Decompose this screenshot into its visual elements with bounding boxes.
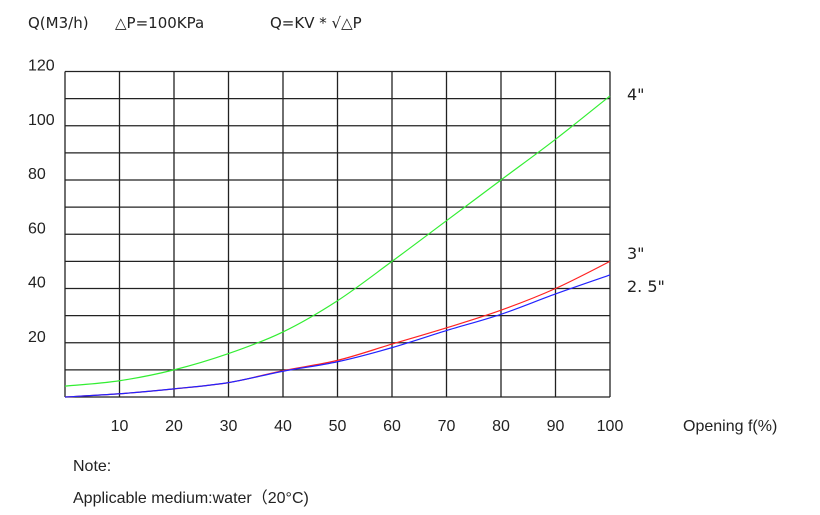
- y-tick-label: 80: [28, 166, 46, 183]
- x-tick-label: 70: [438, 418, 456, 435]
- series-label: 2. 5": [627, 277, 665, 296]
- x-tick-label: 40: [274, 418, 292, 435]
- y-tick-label: 20: [28, 329, 46, 346]
- formula-label: Q=KV * √△P: [270, 14, 362, 32]
- y-tick-label: 40: [28, 275, 46, 292]
- x-tick-label: 60: [383, 418, 401, 435]
- unit-label: Q(M3/h): [28, 14, 89, 32]
- x-tick-label: 100: [597, 418, 624, 435]
- note-title: Note:: [73, 458, 112, 475]
- pressure-label: △P=100KPa: [115, 14, 205, 32]
- x-tick-label: 20: [165, 418, 183, 435]
- series-label: 4": [627, 85, 645, 104]
- series-label: 3": [627, 244, 645, 263]
- y-tick-label: 60: [28, 220, 46, 237]
- x-tick-label: 50: [329, 418, 347, 435]
- x-tick-label: 30: [220, 418, 238, 435]
- y-tick-label: 100: [28, 112, 55, 129]
- x-tick-label: 10: [111, 418, 129, 435]
- x-axis-label: Opening f(%): [683, 418, 777, 435]
- y-tick-label: 120: [28, 58, 55, 75]
- x-tick-label: 90: [547, 418, 565, 435]
- series-line-2: [64, 274, 611, 398]
- x-tick-label: 80: [492, 418, 510, 435]
- note-text: Applicable medium:water（20°C): [73, 490, 309, 507]
- series-line-0: [64, 95, 611, 387]
